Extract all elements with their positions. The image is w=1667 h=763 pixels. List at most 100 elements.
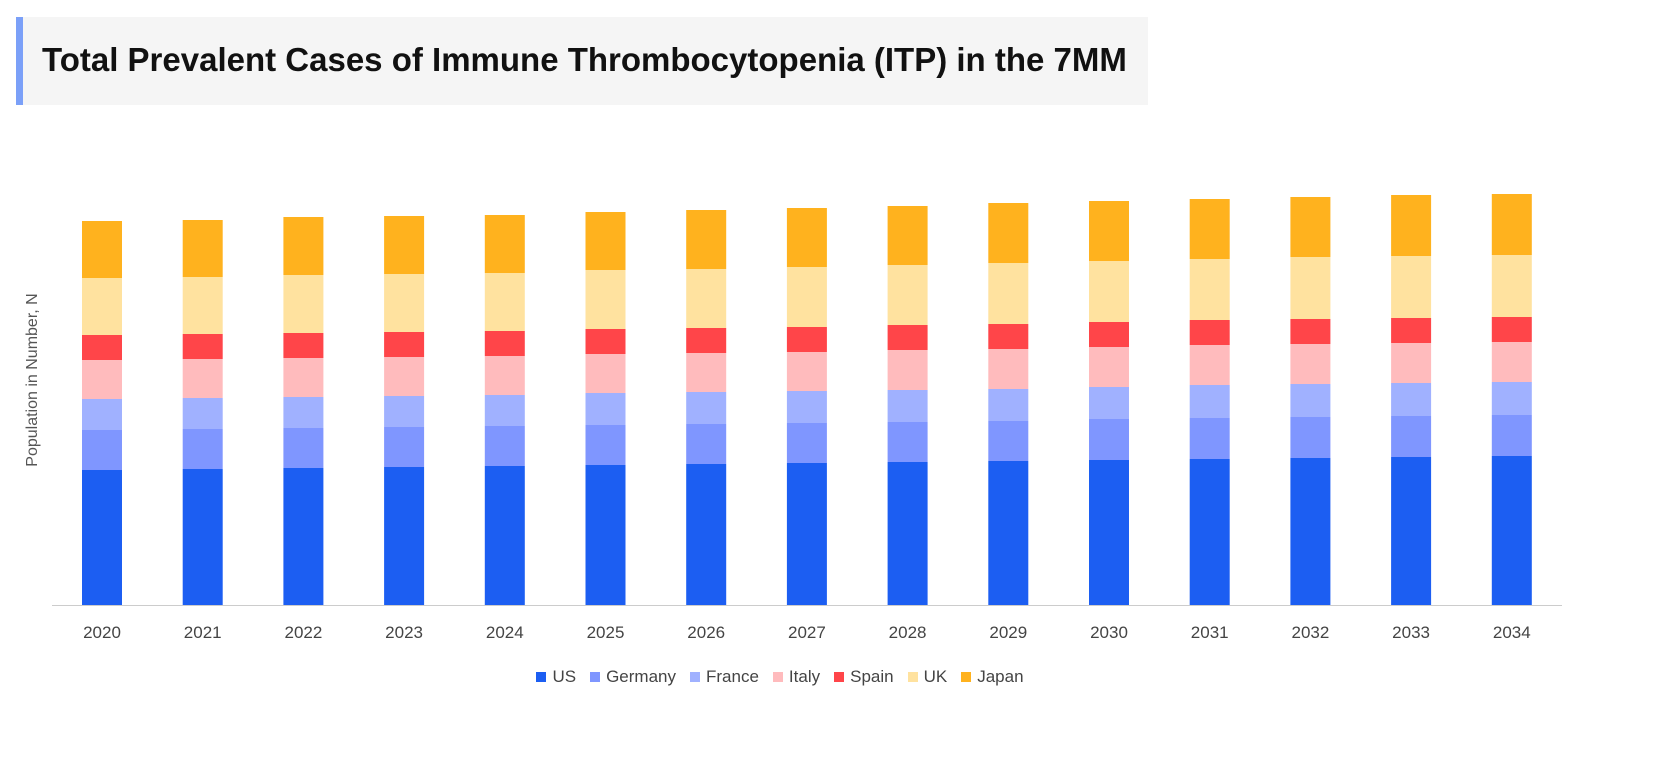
bar-segment-us-2034	[1491, 456, 1532, 605]
bar-segment-us-2028	[887, 462, 928, 605]
bar-segment-japan-2033	[1391, 195, 1432, 256]
bar-segment-us-2024	[484, 466, 525, 605]
bar-segment-spain-2026	[686, 328, 727, 353]
bar-segment-uk-2028	[887, 265, 928, 325]
legend-swatch	[590, 672, 601, 682]
bar-segment-spain-2024	[484, 331, 525, 356]
bar-segment-us-2029	[988, 461, 1029, 605]
bar-segment-spain-2021	[182, 334, 223, 359]
x-tick-label: 2027	[788, 623, 826, 642]
bar-segment-germany-2026	[686, 424, 727, 464]
bar-segment-japan-2030	[1089, 201, 1129, 261]
legend-swatch	[772, 672, 783, 682]
bar-segment-japan-2021	[182, 220, 223, 277]
bar-segment-uk-2027	[786, 267, 827, 327]
bar-segment-germany-2020	[82, 430, 122, 470]
bar-segment-italy-2032	[1290, 344, 1331, 384]
bar-segment-italy-2022	[283, 358, 324, 397]
bar-segment-germany-2031	[1189, 418, 1230, 459]
bar-segment-italy-2027	[786, 352, 827, 391]
bar-segment-us-2033	[1391, 457, 1432, 605]
bar-segment-japan-2024	[484, 215, 525, 273]
bar-segment-japan-2032	[1290, 197, 1331, 257]
legend: US Germany France Italy Spain UK Japan	[0, 667, 1560, 687]
bar-segment-france-2028	[887, 390, 928, 422]
bar-segment-germany-2028	[887, 422, 928, 462]
x-tick-label: 2026	[687, 623, 725, 642]
title-accent-bar	[16, 17, 23, 105]
x-tick-label: 2021	[184, 623, 222, 642]
legend-swatch	[834, 672, 845, 682]
bar-segment-uk-2032	[1290, 257, 1331, 319]
legend-swatch	[907, 672, 918, 682]
bar-segment-germany-2025	[585, 425, 626, 465]
x-tick-label: 2022	[284, 623, 322, 642]
bar-segment-france-2033	[1391, 383, 1432, 416]
bar-segment-italy-2034	[1491, 342, 1532, 382]
bar-segment-uk-2025	[585, 270, 626, 329]
legend-item-italy[interactable]: Italy	[772, 667, 820, 687]
legend-swatch	[536, 672, 547, 682]
legend-item-france[interactable]: France	[690, 667, 759, 687]
bar-segment-france-2022	[283, 397, 324, 428]
legend-item-uk[interactable]: UK	[907, 667, 947, 687]
chart-title-box: Total Prevalent Cases of Immune Thromboc…	[16, 17, 1148, 105]
bar-segment-us-2025	[585, 465, 626, 605]
x-tick-label: 2031	[1191, 623, 1229, 642]
bar-segment-germany-2033	[1391, 416, 1432, 457]
bar-segment-spain-2027	[786, 327, 827, 352]
bar-segment-uk-2023	[384, 274, 425, 332]
legend-swatch	[690, 672, 700, 682]
bar-segment-japan-2023	[384, 216, 425, 274]
bar-segment-uk-2034	[1491, 255, 1532, 317]
bar-segment-japan-2034	[1491, 194, 1532, 255]
bar-segment-germany-2023	[384, 427, 425, 467]
bar-segment-uk-2020	[82, 278, 122, 335]
bar-segment-japan-2025	[585, 212, 626, 270]
bar-segment-italy-2023	[384, 357, 425, 396]
bar-segment-germany-2027	[786, 423, 827, 463]
bar-segment-uk-2026	[686, 269, 727, 328]
x-tick-label: 2034	[1493, 623, 1531, 642]
bar-segment-france-2027	[786, 391, 827, 423]
bar-segment-france-2026	[686, 392, 727, 424]
bar-segment-japan-2028	[887, 206, 928, 265]
legend-swatch	[961, 672, 972, 682]
bar-segment-italy-2029	[988, 349, 1029, 389]
bar-segment-japan-2029	[988, 203, 1029, 263]
bar-segment-us-2031	[1189, 459, 1230, 605]
bar-segment-france-2031	[1189, 385, 1230, 418]
legend-label: Germany	[606, 667, 676, 686]
bar-segment-spain-2031	[1189, 320, 1230, 345]
bar-segment-spain-2029	[988, 324, 1029, 349]
x-tick-label: 2025	[587, 623, 625, 642]
x-tick-label: 2028	[889, 623, 927, 642]
bar-segment-france-2021	[182, 398, 223, 429]
bar-segment-spain-2028	[887, 325, 928, 350]
bar-segment-italy-2028	[887, 350, 928, 390]
bar-segment-uk-2033	[1391, 256, 1432, 318]
bar-segment-italy-2030	[1089, 347, 1129, 387]
bar-segment-france-2030	[1089, 387, 1129, 419]
x-tick-label: 2033	[1392, 623, 1430, 642]
bar-segment-japan-2027	[786, 208, 827, 267]
legend-item-spain[interactable]: Spain	[834, 667, 894, 687]
bar-segment-us-2022	[283, 468, 324, 605]
bar-segment-france-2023	[384, 396, 425, 427]
bar-segment-us-2030	[1089, 460, 1129, 605]
bar-segment-spain-2023	[384, 332, 425, 357]
bar-segment-japan-2031	[1189, 199, 1230, 259]
legend-item-japan[interactable]: Japan	[961, 667, 1024, 687]
bar-segment-spain-2020	[82, 335, 122, 360]
bar-segment-japan-2026	[686, 210, 727, 269]
bar-segment-us-2020	[82, 470, 122, 605]
legend-item-us[interactable]: US	[536, 667, 576, 687]
legend-item-germany[interactable]: Germany	[590, 667, 676, 687]
legend-label: Spain	[850, 667, 894, 686]
bar-segment-uk-2030	[1089, 261, 1129, 322]
x-tick-label: 2030	[1090, 623, 1128, 642]
bar-segment-uk-2022	[283, 275, 324, 333]
bar-segment-us-2023	[384, 467, 425, 605]
bar-segment-italy-2025	[585, 354, 626, 393]
